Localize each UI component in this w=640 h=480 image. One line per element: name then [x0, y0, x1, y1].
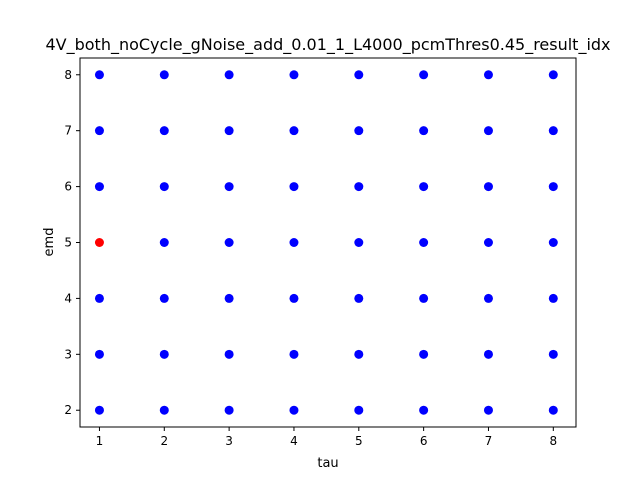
data-point-s0-37	[419, 238, 429, 247]
x-axis-label: tau	[317, 456, 338, 471]
x-tick-label: 8	[549, 434, 557, 448]
x-tick-label: 6	[420, 434, 428, 448]
data-point-s0-49	[548, 349, 558, 359]
data-point-s0-20	[289, 405, 299, 415]
data-point-s1-0	[94, 238, 104, 247]
data-point-s0-0	[94, 405, 104, 415]
data-point-s0-47	[483, 70, 493, 80]
y-tick-label: 7	[64, 124, 72, 138]
y-tick-label: 3	[64, 347, 72, 361]
x-tick-label: 4	[290, 434, 298, 448]
data-point-s0-35	[419, 349, 429, 359]
data-point-s0-26	[289, 70, 299, 80]
data-point-s0-45	[483, 182, 493, 192]
data-point-s0-4	[94, 126, 104, 136]
data-point-s0-8	[159, 293, 169, 303]
data-point-s0-2	[94, 293, 104, 303]
data-point-s0-36	[419, 293, 429, 303]
data-point-s0-1	[94, 349, 104, 359]
data-point-s0-54	[548, 70, 558, 80]
data-point-s0-46	[483, 126, 493, 136]
y-tick-label: 8	[64, 68, 72, 82]
data-point-s0-13	[224, 405, 234, 415]
data-point-s0-39	[419, 126, 429, 136]
plot-marks	[94, 70, 558, 415]
data-point-s0-53	[548, 126, 558, 136]
data-point-s0-19	[224, 70, 234, 80]
data-point-s0-43	[483, 293, 493, 303]
x-tick-label: 1	[96, 434, 104, 448]
y-tick-label: 5	[64, 236, 72, 250]
data-point-s0-22	[289, 293, 299, 303]
plot-frame	[79, 57, 577, 428]
y-tick-label: 6	[64, 180, 72, 194]
data-point-s0-16	[224, 238, 234, 247]
data-point-s0-7	[159, 349, 169, 359]
data-point-s0-42	[483, 349, 493, 359]
data-point-s0-23	[289, 238, 299, 247]
data-point-s0-34	[419, 405, 429, 415]
data-point-s0-25	[289, 126, 299, 136]
data-point-s0-24	[289, 182, 299, 192]
data-point-s0-12	[159, 70, 169, 80]
data-point-s0-3	[94, 182, 104, 192]
y-axis-label: emd	[42, 228, 57, 257]
x-tick-label: 5	[355, 434, 363, 448]
data-point-s0-29	[354, 293, 364, 303]
data-point-s0-10	[159, 182, 169, 192]
data-point-s0-32	[354, 126, 364, 136]
data-point-s0-5	[94, 70, 104, 80]
data-point-s0-6	[159, 405, 169, 415]
data-point-s0-33	[354, 70, 364, 80]
data-point-s0-50	[548, 293, 558, 303]
data-point-s0-31	[354, 182, 364, 192]
data-point-s0-38	[419, 182, 429, 192]
x-tick-label: 2	[160, 434, 168, 448]
data-point-s0-17	[224, 182, 234, 192]
data-point-s0-52	[548, 182, 558, 192]
y-tick-label: 2	[64, 403, 72, 417]
data-point-s0-21	[289, 349, 299, 359]
y-tick-label: 4	[64, 291, 72, 305]
data-point-s0-27	[354, 405, 364, 415]
data-point-s0-51	[548, 238, 558, 247]
data-point-s0-28	[354, 349, 364, 359]
data-point-s0-9	[159, 238, 169, 247]
data-point-s0-40	[419, 70, 429, 80]
data-point-s0-30	[354, 238, 364, 247]
data-point-s0-14	[224, 349, 234, 359]
x-tick-label: 3	[225, 434, 233, 448]
data-point-s0-48	[548, 405, 558, 415]
data-point-s0-44	[483, 238, 493, 247]
axis-ticks: 1 2 3 4 5 6 7 8 2 3 4 5 6 7 8	[64, 68, 557, 448]
chart-title: 4V_both_noCycle_gNoise_add_0.01_1_L4000_…	[45, 35, 610, 55]
x-tick-label: 7	[485, 434, 493, 448]
data-point-s0-11	[159, 126, 169, 136]
data-point-s0-41	[483, 405, 493, 415]
data-point-s0-18	[224, 126, 234, 136]
data-point-s0-15	[224, 293, 234, 303]
